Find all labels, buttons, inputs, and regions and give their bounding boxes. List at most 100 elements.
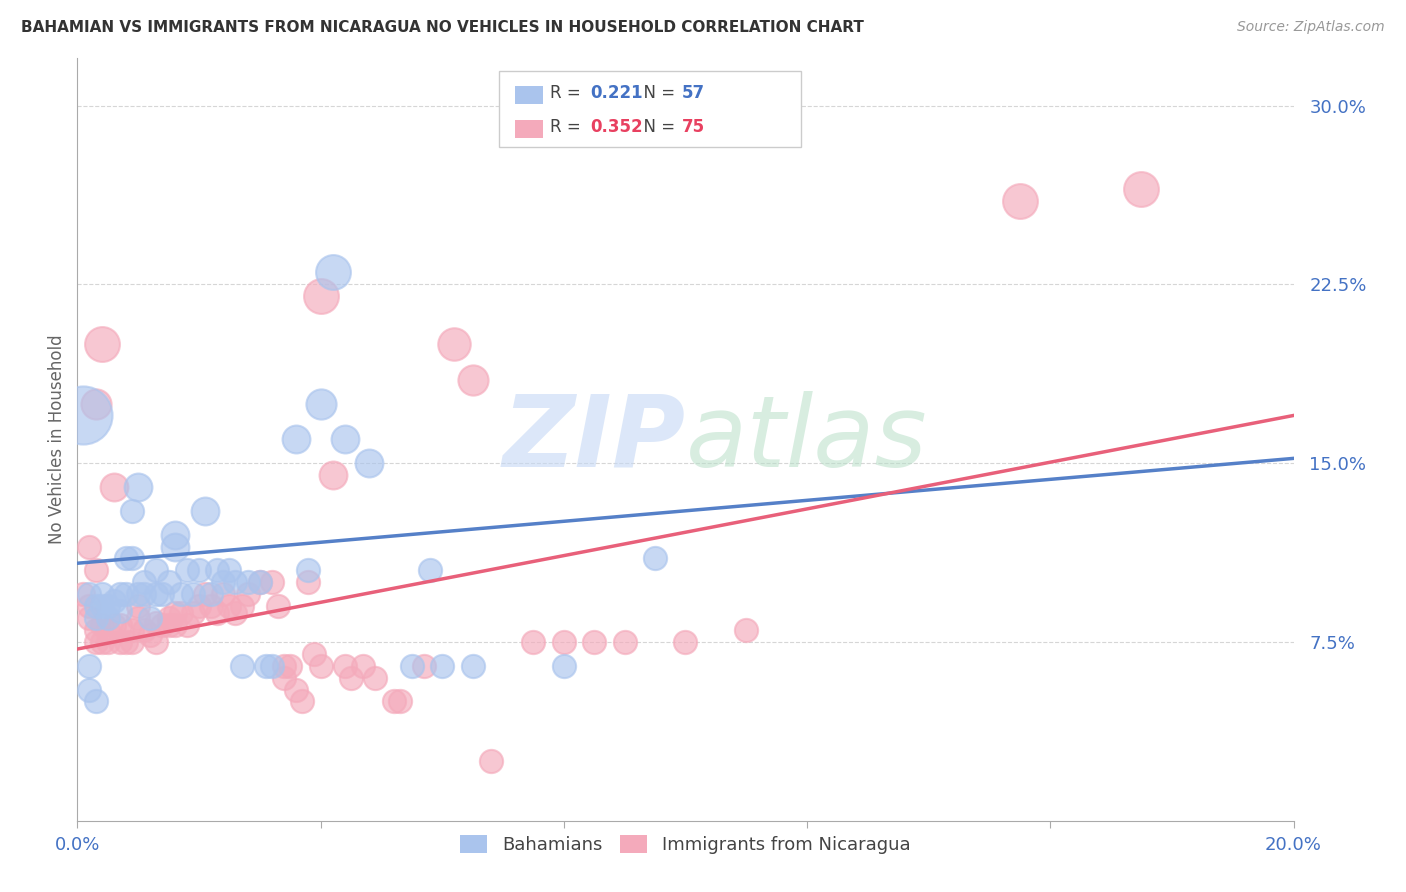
Point (205, 563, 228, 577)
Point (224, 607, 246, 621)
Point (1130, 182, 1153, 196)
Point (419, 563, 441, 577)
Point (139, 611, 162, 625)
Point (194, 504, 217, 518)
Point (218, 563, 240, 577)
Point (176, 618, 198, 632)
Y-axis label: No Vehicles in Household: No Vehicles in Household (48, 334, 66, 544)
Point (134, 623, 156, 637)
Point (176, 563, 198, 577)
Point (273, 671, 295, 685)
Point (443, 337, 465, 351)
Point (249, 575, 271, 590)
Point (236, 575, 259, 590)
Point (231, 599, 253, 614)
Point (79, 599, 101, 614)
Point (84, 694, 107, 708)
Point (297, 575, 319, 590)
Point (79, 658, 101, 673)
Point (121, 635, 143, 649)
Point (170, 587, 193, 601)
Point (121, 551, 143, 566)
Point (322, 265, 344, 279)
Point (97, 599, 120, 614)
Point (72, 409, 94, 423)
Point (84, 599, 107, 614)
Point (291, 694, 314, 708)
Point (127, 587, 149, 601)
Point (163, 540, 186, 554)
Point (273, 658, 295, 673)
Point (134, 587, 156, 601)
Point (108, 635, 131, 649)
Point (90, 337, 112, 351)
Text: 0.221: 0.221 (591, 85, 643, 103)
Point (108, 587, 131, 601)
Point (285, 432, 308, 446)
Point (522, 635, 544, 649)
Point (157, 611, 180, 625)
Point (309, 289, 332, 303)
Point (163, 607, 186, 621)
Text: 75: 75 (682, 118, 704, 136)
Point (127, 480, 149, 494)
Point (121, 623, 143, 637)
Point (212, 575, 235, 590)
Point (194, 587, 217, 601)
Point (90, 599, 112, 614)
Point (644, 551, 666, 566)
Point (359, 456, 381, 470)
Point (103, 618, 125, 632)
Point (461, 658, 484, 673)
Point (260, 575, 283, 590)
Point (583, 635, 606, 649)
Point (267, 599, 290, 614)
Point (145, 635, 167, 649)
Point (121, 504, 143, 518)
Text: R =: R = (550, 118, 586, 136)
Point (333, 658, 356, 673)
Point (170, 607, 193, 621)
Point (212, 587, 235, 601)
Point (90, 587, 112, 601)
Point (145, 563, 167, 577)
Point (254, 658, 277, 673)
Point (90, 635, 112, 649)
Text: R =: R = (550, 85, 586, 103)
Point (84, 623, 107, 637)
Point (461, 373, 484, 387)
Text: 0.352: 0.352 (591, 118, 643, 136)
Point (401, 658, 423, 673)
Point (231, 658, 253, 673)
Point (97, 635, 120, 649)
Point (152, 618, 174, 632)
Text: N =: N = (633, 118, 681, 136)
Point (127, 599, 149, 614)
Point (278, 658, 301, 673)
Point (218, 599, 240, 614)
Text: ZIP: ZIP (502, 391, 686, 488)
Point (236, 587, 259, 601)
Text: Source: ZipAtlas.com: Source: ZipAtlas.com (1237, 20, 1385, 34)
Point (84, 396, 107, 410)
Point (309, 396, 332, 410)
Point (1008, 194, 1031, 208)
Point (430, 658, 453, 673)
Point (84, 635, 107, 649)
Text: BAHAMIAN VS IMMIGRANTS FROM NICARAGUA NO VEHICLES IN HOUSEHOLD CORRELATION CHART: BAHAMIAN VS IMMIGRANTS FROM NICARAGUA NO… (21, 20, 863, 35)
Point (90, 618, 112, 632)
Point (157, 575, 180, 590)
Point (260, 658, 283, 673)
Point (139, 628, 162, 642)
Point (127, 611, 149, 625)
Point (188, 563, 211, 577)
Point (97, 611, 120, 625)
Point (108, 604, 131, 618)
Point (79, 682, 101, 697)
Point (103, 594, 125, 608)
Point (352, 658, 374, 673)
Point (224, 575, 246, 590)
Point (145, 615, 167, 630)
Point (675, 635, 697, 649)
Point (115, 635, 138, 649)
